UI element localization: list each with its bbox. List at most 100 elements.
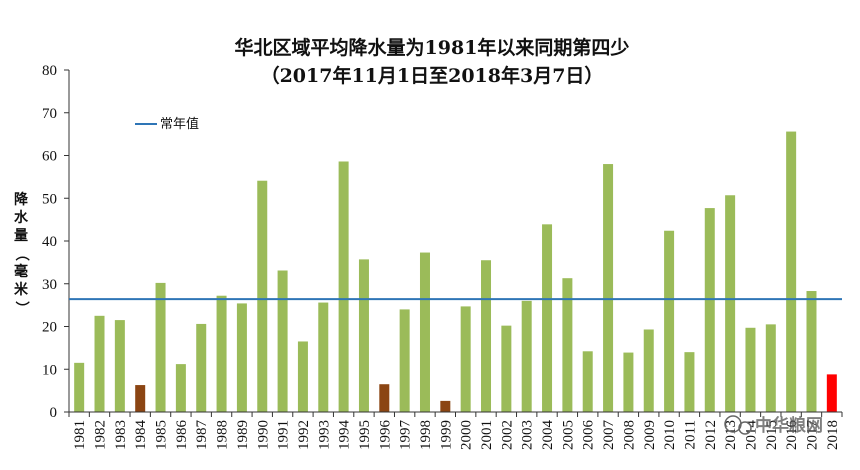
y-tick-label: 50 [42,191,57,207]
bar-2009 [643,329,654,412]
bar-2000 [460,306,471,412]
y-axis-label: 降水量 （ 毫米 ） [13,191,29,315]
bar-2015 [765,324,776,412]
x-tick-label: 1997 [398,420,414,451]
bar-2005 [562,278,573,412]
x-tick-label: 2007 [601,420,617,451]
x-tick-label: 2002 [499,420,515,450]
bar-2008 [623,352,634,412]
bar-2011 [684,352,695,412]
x-tick-label: 1992 [296,420,312,450]
y-tick-label: 0 [50,405,58,421]
x-tick-label: 2003 [520,420,536,450]
y-tick-label: 20 [42,320,57,336]
bar-1999 [440,400,451,412]
y-tick-label: 60 [42,149,57,165]
y-label-char: ） [13,301,29,315]
x-tick-label: 1993 [316,420,332,450]
x-tick-label: 1987 [194,420,210,451]
x-tick-label: 2009 [642,420,658,450]
bar-1987 [196,323,207,412]
legend: 常年值 [135,116,199,132]
bar-1998 [419,252,430,412]
chart-subtitle: （2017年11月1日至2018年3月7日） [261,64,604,87]
x-tick-label: 1983 [113,420,129,450]
x-tick-label: 1989 [235,420,251,450]
bar-1995 [358,259,369,412]
bar-1994 [338,161,349,412]
y-label-char: 毫 [14,263,28,280]
bar-1991 [277,270,288,412]
bar-2016 [786,131,797,412]
bar-2004 [542,224,553,412]
chart-title: 华北区域平均降水量为1981年以来同期第四少 [235,36,630,59]
bar-1992 [297,341,308,412]
y-label-char: （ [13,247,29,261]
x-tick-label: 2000 [459,420,475,450]
x-tick-label: 2005 [560,420,576,450]
bars [74,131,837,412]
x-tick-label: 1986 [174,420,190,451]
y-tick-label: 70 [42,106,57,122]
watermark: 中华粮网 [724,415,823,436]
y-tick-label: 10 [42,362,57,378]
x-tick-label: 2013 [723,420,739,450]
x-tick-label: 1996 [377,420,393,451]
x-tick-label: 2004 [540,420,556,451]
bar-2010 [664,230,675,412]
x-tick-label: 1984 [133,420,149,451]
x-tick-label: 1999 [438,420,454,450]
bar-2007 [603,164,614,412]
bar-1981 [74,362,85,412]
x-tick-label: 2018 [825,420,841,450]
bar-2017 [806,291,817,412]
x-tick-label: 2001 [479,420,495,450]
bar-1988 [216,295,227,412]
x-tick-label: 2016 [784,420,800,451]
y-tick-label: 40 [42,234,57,250]
y-tick-label: 80 [42,63,57,79]
bar-1989 [236,303,247,412]
bar-1983 [114,320,125,412]
bar-1997 [399,309,410,412]
x-tick-label: 1982 [93,420,109,450]
bar-1996 [379,384,390,412]
y-tick-label: 30 [42,277,57,293]
y-axis: 0 10 20 30 40 50 60 70 80 [42,63,70,421]
x-tick-label: 2015 [764,420,780,450]
x-tick-label: 1988 [215,420,231,450]
bar-2013 [725,195,736,412]
x-tick-label: 2006 [581,420,597,451]
x-tick-label: 1998 [418,420,434,450]
x-tick-label: 2017 [804,420,820,451]
x-tick-label: 1985 [154,420,170,450]
bar-2006 [582,351,593,412]
y-label-char: 降 [14,191,29,208]
bar-2002 [501,325,512,412]
bar-1993 [318,302,329,412]
bar-1985 [155,282,166,412]
x-tick-label: 1981 [72,420,88,450]
y-label-char: 米 [14,281,29,298]
x-tick-label: 2012 [703,420,719,450]
x-tick-label: 2008 [621,420,637,450]
x-tick-label: 1995 [357,420,373,450]
y-label-char: 水 [14,209,29,226]
bar-2001 [481,260,492,412]
bar-1990 [257,180,268,412]
bar-1984 [135,385,146,412]
bar-2014 [745,327,756,412]
bar-1986 [175,364,186,412]
watermark-text: 中华粮网 [755,415,823,436]
x-axis: 1981 1982 1983 1984 1985 1986 1987 1988 1989 1990… [68,411,843,451]
x-tick-label: 2014 [743,420,759,451]
x-tick-label: 1990 [255,420,271,450]
legend-label: 常年值 [160,116,199,132]
x-tick-label: 1991 [276,420,292,450]
bar-2012 [704,208,715,412]
x-tick-label: 1994 [337,420,353,451]
bar-2018 [826,374,837,412]
bar-1982 [94,315,105,412]
watermark-icon-2 [738,421,752,435]
